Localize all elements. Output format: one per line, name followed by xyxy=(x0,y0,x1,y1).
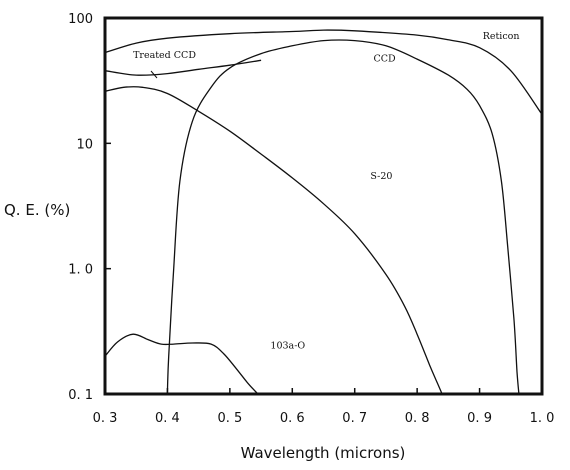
plot-frame xyxy=(103,16,544,396)
treated-ccd-leader-line xyxy=(150,70,158,79)
x-tick-labels: 0. 3 0. 4 0. 5 0. 6 0. 7 0. 8 0. 9 1. 0 xyxy=(93,411,555,426)
y-tick-label: 1. 0 xyxy=(68,263,93,278)
ccd-label: CCD xyxy=(373,53,396,64)
s-20-curve xyxy=(104,86,443,395)
x-axis-title: Wavelength (microns) xyxy=(241,444,406,462)
x-tick-label: 0. 9 xyxy=(467,411,492,426)
y-tick-labels: 100 10 1. 0 0. 1 xyxy=(68,12,93,403)
x-tick-label: 0. 3 xyxy=(93,411,118,426)
series-curves xyxy=(104,29,543,395)
treated-ccd-label: Treated CCD xyxy=(133,50,196,61)
tick-marks xyxy=(104,17,543,395)
103a-o-label: 103a-O xyxy=(270,341,305,352)
s-20-label: S-20 xyxy=(370,171,392,182)
x-tick-label: 0. 4 xyxy=(155,411,180,426)
ccd-curve xyxy=(166,39,520,395)
y-tick-label: 0. 1 xyxy=(68,388,93,403)
x-tick-label: 0. 8 xyxy=(405,411,430,426)
treated-ccd-curve xyxy=(104,59,262,76)
reticon-curve xyxy=(104,29,543,115)
x-tick-label: 1. 0 xyxy=(530,411,555,426)
y-axis-title: Q. E. (%) xyxy=(4,201,70,219)
y-tick-label: 10 xyxy=(76,137,93,152)
x-tick-label: 0. 5 xyxy=(217,411,242,426)
reticon-label: Reticon xyxy=(483,31,520,42)
x-tick-label: 0. 6 xyxy=(280,411,305,426)
x-tick-label: 0. 7 xyxy=(342,411,367,426)
y-tick-label: 100 xyxy=(68,12,93,27)
series-labels: Reticon Treated CCD CCD S-20 103a-O xyxy=(133,31,519,352)
103a-o-curve xyxy=(104,333,259,395)
